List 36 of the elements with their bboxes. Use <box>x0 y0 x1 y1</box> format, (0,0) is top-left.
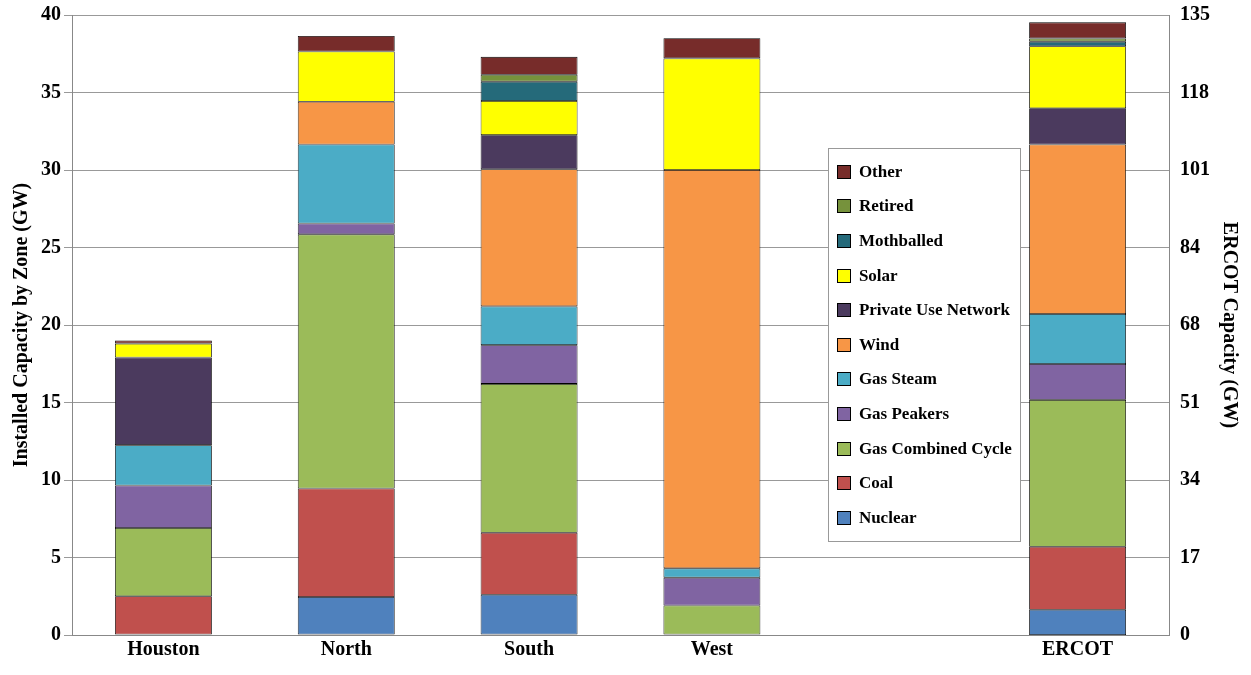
legend-label: Retired <box>858 196 914 217</box>
x-tick-label: North <box>320 637 372 660</box>
y-tick-label: 40 <box>41 2 61 25</box>
legend-label: Gas Combined Cycle <box>858 438 1012 459</box>
y2-tick-label: 118 <box>1180 79 1209 102</box>
y-tick-label: 30 <box>41 157 61 180</box>
y-tick-label: 15 <box>41 389 61 412</box>
y2-tick-label: 101 <box>1180 157 1210 180</box>
y-tick-label: 35 <box>41 79 61 102</box>
legend-label: Nuclear <box>858 507 917 528</box>
y-tick-label: 25 <box>41 234 61 257</box>
x-tick-label: South <box>504 637 555 660</box>
legend-label: Gas Peakers <box>858 403 950 424</box>
legend-label: Mothballed <box>858 230 943 251</box>
y2-tick-label: 0 <box>1180 622 1190 645</box>
legend-label: Gas Steam <box>858 369 937 390</box>
y2-tick-label: 68 <box>1180 312 1200 335</box>
y-tick-label: 5 <box>51 544 61 567</box>
y2-tick-label: 51 <box>1180 389 1200 412</box>
x-tick-label: ERCOT <box>1042 637 1114 660</box>
legend-label: Private Use Network <box>858 300 1010 321</box>
y-tick-label: 0 <box>51 622 61 645</box>
legend-label: Other <box>858 161 903 182</box>
y-axis-title: Installed Capacity by Zone (GW) <box>9 182 33 468</box>
y2-tick-label: 135 <box>1180 2 1210 25</box>
legend-label: Wind <box>858 334 900 355</box>
y2-tick-label: 84 <box>1180 234 1200 257</box>
legend-label: Coal <box>858 473 893 494</box>
y-tick-label: 10 <box>41 467 61 490</box>
y2-tick-label: 34 <box>1180 467 1200 490</box>
x-tick-label: Houston <box>127 637 200 660</box>
x-tick-label: West <box>690 637 734 660</box>
y-tick-label: 20 <box>41 312 61 335</box>
y2-axis-title: ERCOT Capacity (GW) <box>1218 221 1242 429</box>
y2-tick-label: 17 <box>1180 544 1200 567</box>
legend-label: Solar <box>858 265 898 286</box>
